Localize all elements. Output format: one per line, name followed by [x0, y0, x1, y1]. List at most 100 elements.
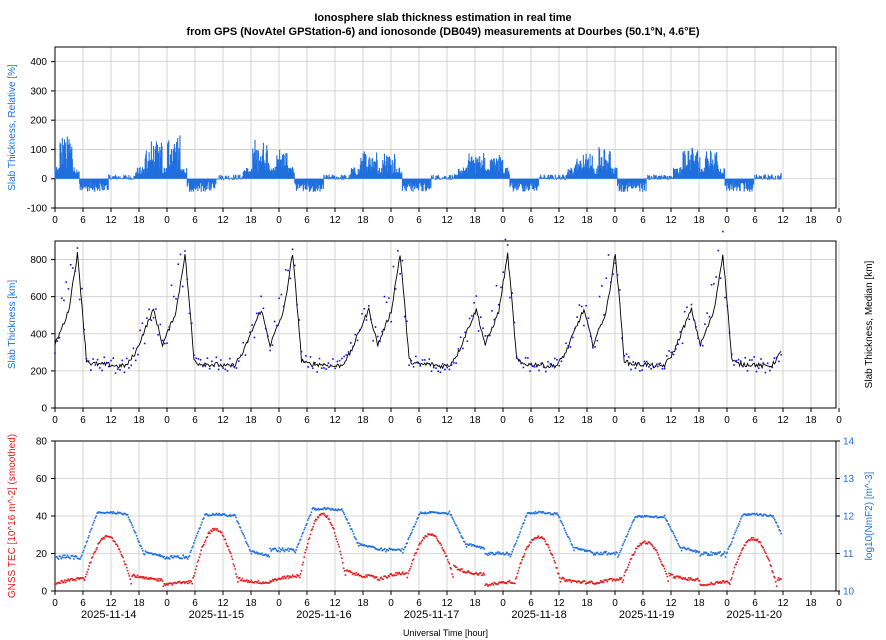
nmf2-point [333, 509, 336, 511]
nmf2-point [753, 512, 756, 515]
observed-dot [177, 263, 180, 265]
nmf2-point [544, 512, 547, 515]
nmf2-point [274, 547, 277, 550]
tec-point [136, 574, 139, 577]
tec-point [454, 565, 456, 567]
tec-point [560, 578, 563, 580]
nmf2-point [405, 542, 408, 545]
nmf2-point [72, 555, 74, 557]
nmf2-point [69, 557, 72, 560]
tec-point [719, 580, 721, 583]
nmf2-point [318, 509, 321, 511]
nmf2-point [765, 514, 767, 516]
tec-point [141, 575, 143, 578]
observed-dot [668, 350, 670, 352]
nmf2-point [464, 543, 467, 545]
observed-dot [60, 297, 63, 299]
observed-dot [726, 305, 729, 307]
tec-point [579, 581, 582, 584]
tec-point [98, 542, 100, 545]
tec-point [180, 582, 183, 585]
observed-dot [332, 358, 334, 360]
tec-point [358, 574, 360, 576]
tec-point [571, 579, 574, 582]
tec-point [63, 581, 65, 583]
nmf2-point [694, 549, 696, 552]
nmf2-point [262, 554, 264, 557]
observed-dot [273, 320, 276, 323]
nmf2-point [58, 555, 61, 557]
nmf2-point [443, 512, 445, 515]
tec-point [736, 561, 738, 563]
nmf2-point [662, 516, 665, 518]
tec-point [69, 578, 72, 581]
nmf2-point [734, 531, 737, 534]
tec-point [773, 575, 775, 578]
tec-point [684, 577, 686, 579]
tec-point [667, 580, 669, 582]
nmf2-point [163, 555, 166, 558]
tec-point [643, 541, 645, 543]
nmf2-point [90, 529, 92, 531]
nmf2-point [749, 513, 752, 516]
tec-point [412, 558, 415, 561]
nmf2-point [562, 524, 565, 527]
tec-point [733, 566, 736, 569]
tec-point [365, 574, 367, 576]
tec-point [675, 575, 678, 578]
observed-dot [439, 371, 442, 374]
nmf2-point [146, 551, 149, 554]
tec-point [556, 567, 558, 569]
nmf2-point [116, 512, 118, 515]
tec-point [54, 583, 56, 585]
tec-point [312, 526, 314, 528]
nmf2-point [557, 514, 559, 516]
tec-point [317, 516, 320, 519]
nmf2-point [196, 532, 199, 535]
tec-point [589, 581, 591, 584]
tec-point [725, 580, 728, 583]
nmf2-point [178, 557, 181, 559]
tec-point [81, 576, 84, 579]
tec-point [406, 576, 409, 579]
tec-point [211, 530, 213, 533]
tec-point [173, 581, 176, 584]
tec-point [540, 536, 542, 539]
x-tick-label: 0 [612, 215, 618, 226]
tec-point [366, 576, 368, 578]
tec-point [220, 531, 223, 534]
tec-point [337, 543, 340, 546]
nmf2-point [297, 543, 299, 546]
tec-point [731, 577, 733, 579]
nmf2-point [583, 550, 586, 552]
tec-point [246, 581, 249, 583]
tec-point [720, 582, 722, 584]
nmf2-point [514, 544, 516, 546]
tec-point [421, 539, 424, 541]
date-label: 2025-11-19 [619, 609, 674, 621]
nmf2-point [87, 537, 89, 539]
nmf2-point [395, 548, 398, 551]
nmf2-point [623, 540, 626, 543]
tec-point [142, 577, 144, 579]
nmf2-point [102, 511, 105, 514]
tec-point [336, 540, 339, 543]
x-tick-label: 0 [724, 415, 730, 426]
tec-point [557, 572, 560, 575]
nmf2-point [133, 529, 135, 532]
nmf2-point [401, 547, 403, 550]
nmf2-point [771, 515, 773, 518]
observed-dot [742, 365, 744, 368]
nmf2-point [629, 526, 632, 529]
tec-point [247, 579, 250, 582]
tec-point [514, 577, 517, 580]
nmf2-point [413, 525, 416, 528]
x-tick-label: 12 [329, 415, 341, 426]
nmf2-point [310, 511, 313, 514]
tec-point [457, 568, 460, 571]
observed-dot [432, 366, 435, 369]
x-tick-label: 18 [581, 415, 593, 426]
tec-point [566, 579, 569, 582]
tec-point [608, 578, 610, 581]
nmf2-point [211, 512, 214, 515]
